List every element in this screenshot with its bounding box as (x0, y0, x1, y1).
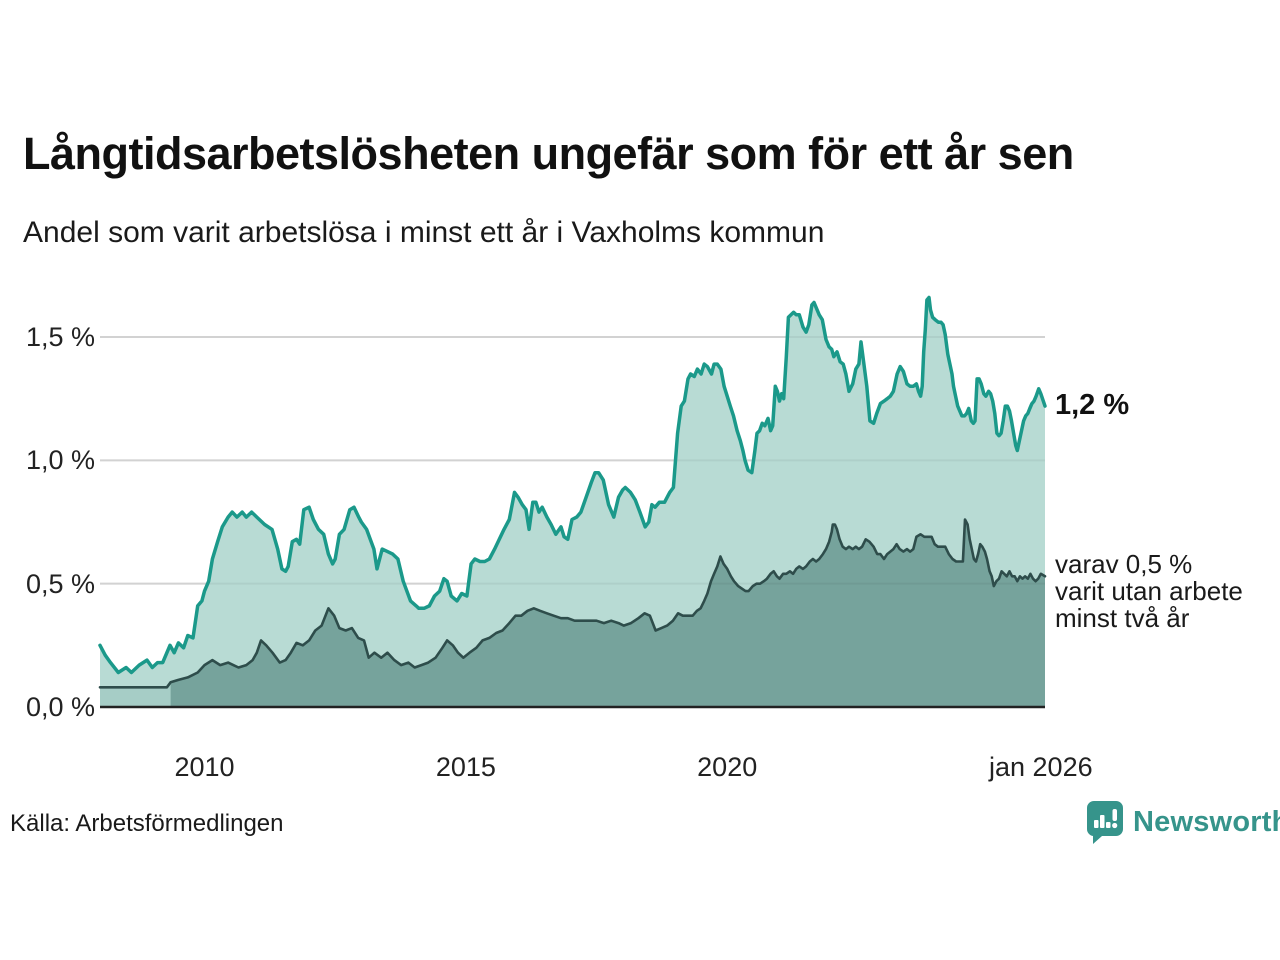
gridlines-overlay (100, 336, 1045, 585)
y-tick-label: 1,0 % (25, 445, 95, 476)
x-tick-label: 2010 (174, 752, 235, 782)
y-tick-label: 1,5 % (25, 322, 95, 352)
source-note: Källa: Arbetsförmedlingen (10, 810, 284, 837)
y-tick-label: 0,5 % (25, 568, 95, 599)
subset-series-line (98, 518, 1047, 689)
page-title: Långtidsarbetslösheten ungefär som för e… (23, 128, 1074, 179)
subset-value-label-line: varav 0,5 % (1055, 549, 1193, 580)
y-tick-label: 0,0 % (25, 692, 95, 722)
subset-value-label-line: varit utan arbete (1055, 576, 1243, 607)
x-tick-label: jan 2026 (989, 752, 1093, 782)
total-series-line (98, 295, 1047, 675)
subset-value-label-line: minst två år (1055, 603, 1190, 634)
chart-subtitle: Andel som varit arbetslösa i minst ett å… (23, 216, 825, 249)
newsworthy-logo: Newsworthy (1086, 800, 1280, 844)
total-value-label: 1,2 % (1055, 389, 1130, 422)
newsworthy-logo-icon (1086, 801, 1123, 844)
x-tick-label: 2015 (435, 752, 496, 782)
subset-series-area (170, 519, 1046, 707)
newsworthy-logo-text: Newsworthy (1133, 805, 1280, 838)
x-tick-label: 2020 (697, 752, 758, 782)
subset-value-label: varav 0,5 % varit utan arbete minst två år (1055, 551, 1243, 632)
